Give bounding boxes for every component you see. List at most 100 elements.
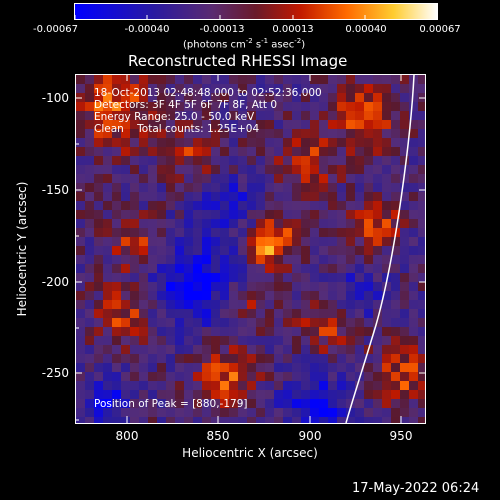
heatmap-cell: [319, 399, 329, 409]
heatmap-cell: [292, 84, 302, 94]
heatmap-cell: [265, 399, 275, 409]
heatmap-cell: [193, 174, 203, 184]
heatmap-cell: [229, 174, 239, 184]
heatmap-cell: [382, 183, 392, 193]
heatmap-cell: [373, 399, 383, 409]
heatmap-cell: [157, 192, 167, 202]
heatmap-cell: [337, 93, 347, 103]
heatmap-cell: [364, 183, 374, 193]
heatmap-cell: [400, 228, 410, 238]
heatmap-cell: [175, 300, 185, 310]
heatmap-cell: [121, 309, 131, 319]
heatmap-cell: [400, 354, 410, 364]
heatmap-cell: [274, 282, 284, 292]
heatmap-cell: [229, 129, 239, 139]
heatmap-cell: [229, 120, 239, 130]
heatmap-cell: [94, 399, 104, 409]
heatmap-cell: [148, 300, 158, 310]
heatmap-cell: [121, 327, 131, 337]
heatmap-cell: [346, 282, 356, 292]
heatmap-cell: [157, 390, 167, 400]
heatmap-cell: [310, 75, 320, 85]
heatmap-cell: [346, 291, 356, 301]
heatmap-cell: [103, 174, 113, 184]
heatmap-cell: [265, 93, 275, 103]
heatmap-cell: [157, 345, 167, 355]
heatmap-cell: [265, 417, 275, 423]
heatmap-cell: [220, 75, 230, 85]
heatmap-cell: [265, 309, 275, 319]
heatmap-cell: [202, 102, 212, 112]
heatmap-cell: [94, 111, 104, 121]
heatmap-cell: [301, 336, 311, 346]
heatmap-cell: [247, 201, 257, 211]
heatmap-cell: [301, 147, 311, 157]
heatmap-cell: [292, 201, 302, 211]
heatmap-cell: [157, 165, 167, 175]
heatmap-cell: [238, 75, 248, 85]
heatmap-cell: [319, 138, 329, 148]
heatmap-cell: [238, 390, 248, 400]
heatmap-cell: [319, 300, 329, 310]
heatmap-cell: [256, 174, 266, 184]
heatmap-cell: [283, 309, 293, 319]
heatmap-cell: [103, 255, 113, 265]
heatmap-cell: [310, 282, 320, 292]
heatmap-cell: [211, 111, 221, 121]
heatmap-cell: [283, 75, 293, 85]
heatmap-cell: [265, 381, 275, 391]
heatmap-cell: [85, 255, 95, 265]
heatmap-cell: [364, 309, 374, 319]
heatmap-cell: [283, 264, 293, 274]
heatmap-cell: [175, 219, 185, 229]
heatmap-cell: [337, 255, 347, 265]
heatmap-cell: [211, 228, 221, 238]
heatmap-cell: [76, 363, 86, 373]
heatmap-cell: [184, 219, 194, 229]
heatmap-cell: [85, 417, 95, 423]
heatmap-cell: [274, 192, 284, 202]
heatmap-cell: [220, 318, 230, 328]
peak-annotation: Position of Peak = [880,-179]: [94, 398, 248, 410]
heatmap-cell: [400, 210, 410, 220]
heatmap-cell: [364, 354, 374, 364]
heatmap-cell: [346, 201, 356, 211]
heatmap-cell: [211, 318, 221, 328]
heatmap-cell: [301, 192, 311, 202]
heatmap-cell: [76, 129, 86, 139]
heatmap-cell: [391, 237, 401, 247]
heatmap-cell: [382, 147, 392, 157]
heatmap-cell: [166, 228, 176, 238]
heatmap-cell: [310, 219, 320, 229]
heatmap-cell: [418, 246, 425, 256]
heatmap-cell: [103, 228, 113, 238]
heatmap-cell: [148, 210, 158, 220]
heatmap-cell: [121, 129, 131, 139]
heatmap-cell: [85, 300, 95, 310]
heatmap-cell: [364, 282, 374, 292]
heatmap-cell: [418, 309, 425, 319]
heatmap-cell: [265, 264, 275, 274]
heatmap-cell: [130, 345, 140, 355]
heatmap-cell: [148, 102, 158, 112]
heatmap-cell: [157, 336, 167, 346]
heatmap-cell: [364, 84, 374, 94]
heatmap-cell: [202, 111, 212, 121]
heatmap-cell: [283, 219, 293, 229]
heatmap-cell: [337, 264, 347, 274]
heatmap-cell: [139, 174, 149, 184]
heatmap-cell: [409, 327, 419, 337]
heatmap-cell: [148, 336, 158, 346]
heatmap-cell: [319, 282, 329, 292]
heatmap-cell: [220, 336, 230, 346]
heatmap-cell: [400, 417, 410, 423]
heatmap-cell: [193, 309, 203, 319]
heatmap-cell: [301, 408, 311, 418]
heatmap-cell: [292, 102, 302, 112]
heatmap-cell: [409, 390, 419, 400]
heatmap-cell: [346, 255, 356, 265]
heatmap-cell: [292, 273, 302, 283]
heatmap-cell: [274, 318, 284, 328]
heatmap-cell: [292, 192, 302, 202]
heatmap-cell: [130, 219, 140, 229]
